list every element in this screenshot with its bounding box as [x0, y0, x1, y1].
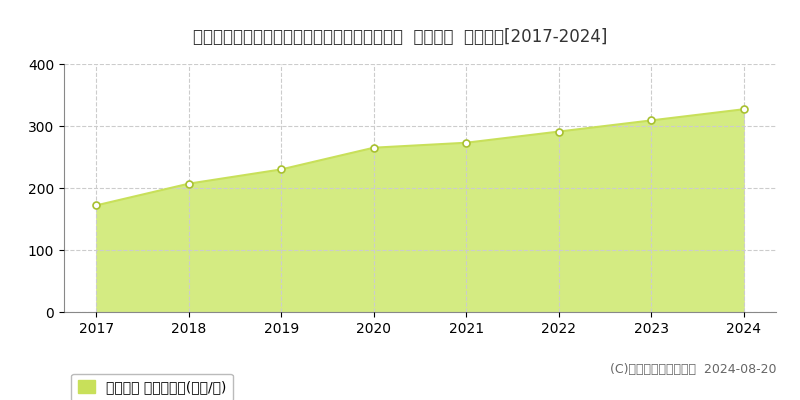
- Text: (C)土地価格ドットコム  2024-08-20: (C)土地価格ドットコム 2024-08-20: [610, 363, 776, 376]
- Text: 北海道札幌市中央区大通西１８丁目１番２９外  地価公示  地価推移[2017-2024]: 北海道札幌市中央区大通西１８丁目１番２９外 地価公示 地価推移[2017-202…: [193, 28, 607, 46]
- Legend: 地価公示 平均坪単価(万円/坪): 地価公示 平均坪単価(万円/坪): [71, 374, 233, 400]
